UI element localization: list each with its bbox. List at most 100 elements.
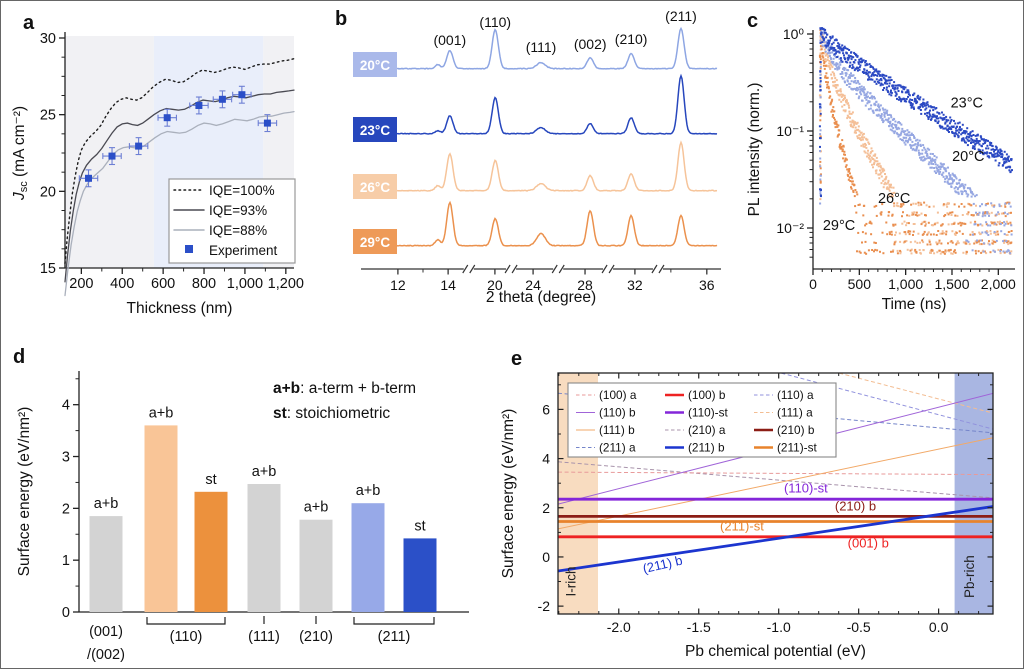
svg-text:1,000: 1,000: [888, 276, 923, 292]
annotation-line: a+b: a-term + b-term: [273, 380, 416, 397]
svg-text:20: 20: [487, 277, 503, 293]
bar-(110)-st: [194, 491, 228, 612]
svg-text:(211): (211): [665, 8, 697, 24]
y-axis-label: PL intensity (norm.): [746, 83, 763, 217]
svg-text:a+b: a+b: [94, 496, 119, 512]
bar-(211)-st: [403, 538, 437, 612]
y-axis-label: Surface energy (eV/nm²): [16, 407, 33, 577]
svg-text:(001) b: (001) b: [848, 536, 889, 551]
decay-series-23°C: [818, 27, 1013, 198]
svg-text:1,500: 1,500: [934, 276, 969, 292]
svg-text:24: 24: [525, 277, 541, 293]
svg-text:-2: -2: [538, 598, 551, 614]
svg-text:200: 200: [69, 276, 93, 292]
svg-text:(100) a: (100) a: [599, 388, 637, 402]
svg-text:(211) b: (211) b: [641, 553, 684, 577]
svg-text:-1.0: -1.0: [767, 619, 791, 635]
svg-text:26°C: 26°C: [878, 191, 910, 207]
svg-text:2 theta (degree): 2 theta (degree): [486, 289, 596, 306]
bar-(111)-a+b: [247, 484, 281, 612]
svg-text:(111) a: (111) a: [777, 406, 813, 420]
band-Pb-rich: [954, 373, 993, 614]
svg-text:25: 25: [40, 108, 56, 124]
svg-text:IQE=100%: IQE=100%: [209, 183, 275, 198]
svg-text:(001): (001): [433, 32, 466, 48]
svg-text:(210) b: (210) b: [777, 423, 815, 437]
svg-text:1,000: 1,000: [227, 276, 263, 292]
svg-text:-1.5: -1.5: [687, 619, 711, 635]
panel-b-chart: 20°C 23°C 26°C 29°C (001) (110) (111) (002) (210…: [353, 8, 721, 306]
xrd-trace-26°C: 26°C: [353, 140, 718, 199]
plot-content: [558, 373, 993, 614]
svg-text:23°C: 23°C: [360, 123, 390, 138]
svg-text:I-rich: I-rich: [564, 567, 579, 597]
svg-text:36: 36: [699, 277, 715, 293]
svg-text:(210): (210): [615, 31, 648, 47]
svg-text:0: 0: [62, 605, 70, 621]
svg-text:1,200: 1,200: [268, 276, 304, 292]
svg-text:IQE=93%: IQE=93%: [209, 203, 267, 218]
panel-b-label: b: [335, 8, 348, 30]
bar-(211)-a+b: [351, 503, 385, 612]
panel-d-chart: 0 1 2 3 4 a+b a+b st a+b a+b a+b st (001) /(002) (110)…: [16, 371, 469, 663]
svg-text:29°C: 29°C: [360, 235, 390, 250]
line-(211) b: [558, 505, 993, 573]
svg-text:0: 0: [809, 276, 817, 292]
panel-c-chart: 10⁰ 10⁻¹ 10⁻² 0 500 1,000 1,500 2,000 26°C 29°C 20…: [746, 26, 1016, 313]
svg-text:(111): (111): [526, 39, 557, 55]
svg-text:20°C: 20°C: [952, 149, 984, 165]
decay-series-20°C: [819, 28, 1013, 255]
svg-text:32: 32: [627, 277, 643, 293]
svg-text:4: 4: [542, 451, 550, 467]
svg-text:(210) a: (210) a: [688, 423, 726, 437]
xrd-trace-23°C: 23°C: [353, 73, 718, 142]
svg-text:-0.5: -0.5: [847, 619, 871, 635]
y-axis-label: Surface energy (eV/nm²): [500, 409, 517, 579]
svg-text:(211) a: (211) a: [599, 441, 636, 455]
svg-text:2,000: 2,000: [981, 276, 1016, 292]
svg-text:st: st: [414, 518, 425, 534]
svg-text:/(002): /(002): [87, 647, 125, 663]
annotation-line: st: stoichiometric: [273, 405, 390, 422]
svg-text:20: 20: [40, 184, 56, 200]
panel-d-label: d: [13, 346, 26, 368]
svg-text:(002): (002): [574, 36, 607, 52]
panel-a-label: a: [23, 12, 35, 34]
svg-text:400: 400: [110, 276, 134, 292]
svg-text:28: 28: [577, 277, 593, 293]
panel-e-label: e: [511, 348, 523, 370]
svg-text:10⁻²: 10⁻²: [776, 220, 804, 236]
svg-text:IQE=88%: IQE=88%: [209, 223, 267, 238]
svg-text:600: 600: [151, 276, 175, 292]
svg-text:26°C: 26°C: [360, 180, 390, 195]
svg-text:10⁰: 10⁰: [783, 26, 805, 42]
svg-text:14: 14: [440, 277, 456, 293]
temperature-badge: [353, 229, 397, 254]
curve-IQE=100%: [64, 58, 295, 265]
svg-text:2: 2: [542, 500, 550, 516]
svg-text:6: 6: [542, 401, 550, 417]
svg-text:st: st: [205, 472, 216, 488]
svg-text:Thickness (nm): Thickness (nm): [127, 300, 233, 317]
svg-text:1: 1: [62, 553, 70, 569]
svg-text:12: 12: [390, 277, 406, 293]
bar-(001)/(002)-a+b: [89, 516, 123, 612]
svg-text:(001): (001): [89, 624, 123, 640]
svg-text:(211) b: (211) b: [688, 441, 725, 455]
svg-text:2: 2: [62, 501, 70, 517]
svg-text:(211)-st: (211)-st: [777, 441, 817, 455]
panel-c-label: c: [747, 10, 759, 32]
xrd-trace-29°C: 29°C: [353, 200, 718, 254]
svg-text:-2.0: -2.0: [607, 619, 631, 635]
svg-text:(111): (111): [248, 629, 280, 645]
svg-text:(211): (211): [378, 629, 411, 645]
svg-text:29°C: 29°C: [823, 218, 855, 234]
svg-text:20°C: 20°C: [360, 58, 390, 73]
temperature-badge: [353, 174, 397, 199]
svg-text:0: 0: [542, 549, 550, 565]
decay-series-29°C: [818, 29, 1013, 255]
svg-text:30: 30: [40, 31, 56, 47]
svg-text:(100) b: (100) b: [688, 388, 726, 402]
